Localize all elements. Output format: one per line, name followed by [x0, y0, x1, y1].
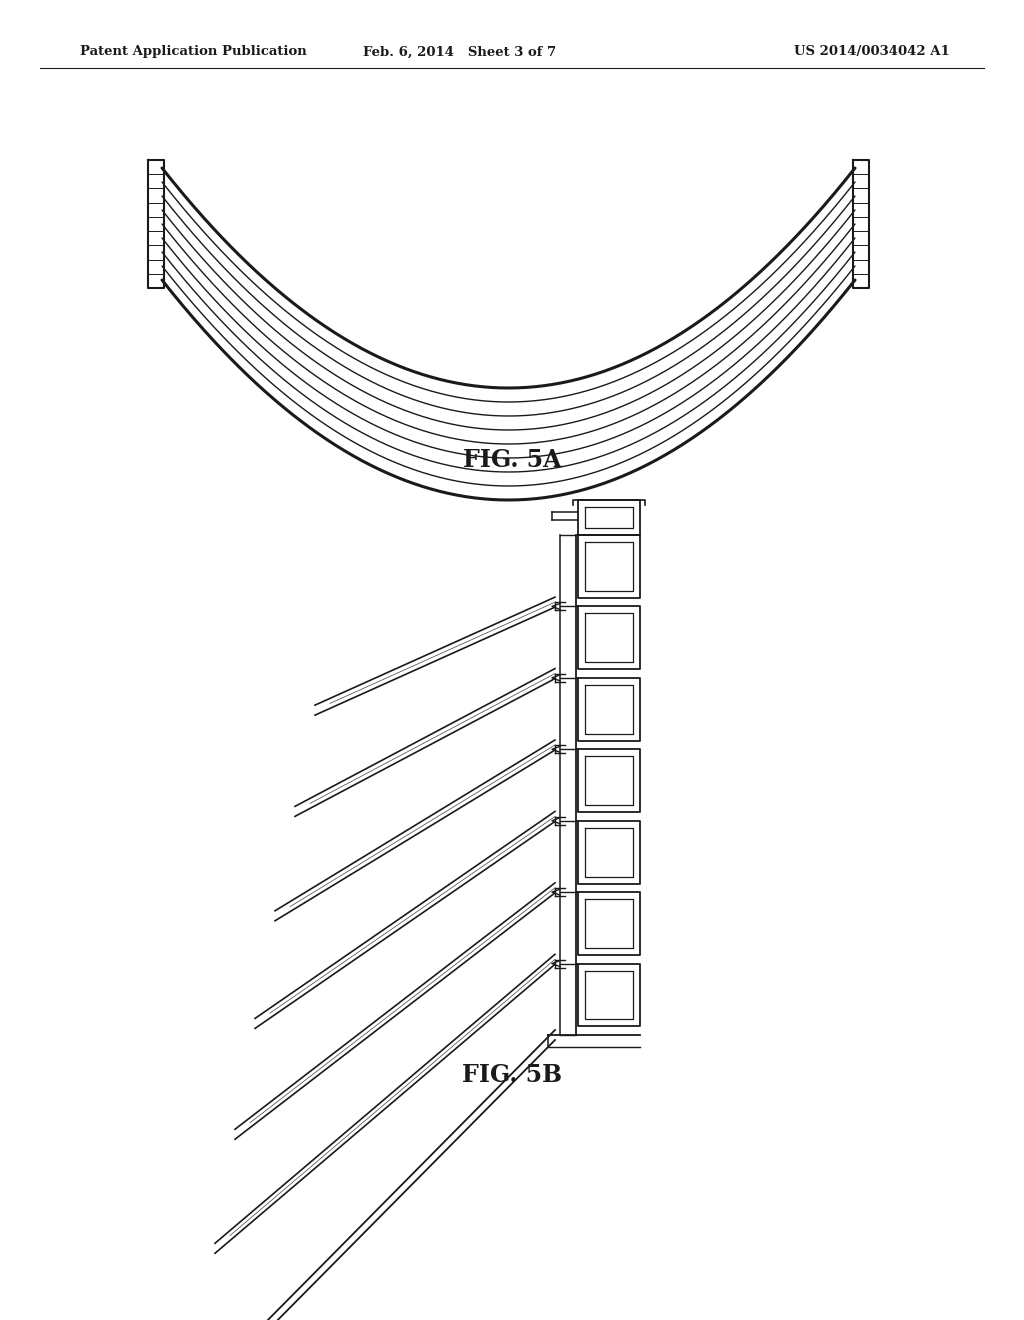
Text: FIG. 5A: FIG. 5A — [463, 447, 561, 473]
Text: Feb. 6, 2014   Sheet 3 of 7: Feb. 6, 2014 Sheet 3 of 7 — [364, 45, 557, 58]
Text: US 2014/0034042 A1: US 2014/0034042 A1 — [795, 45, 950, 58]
Text: Patent Application Publication: Patent Application Publication — [80, 45, 307, 58]
Text: FIG. 5B: FIG. 5B — [462, 1063, 562, 1086]
